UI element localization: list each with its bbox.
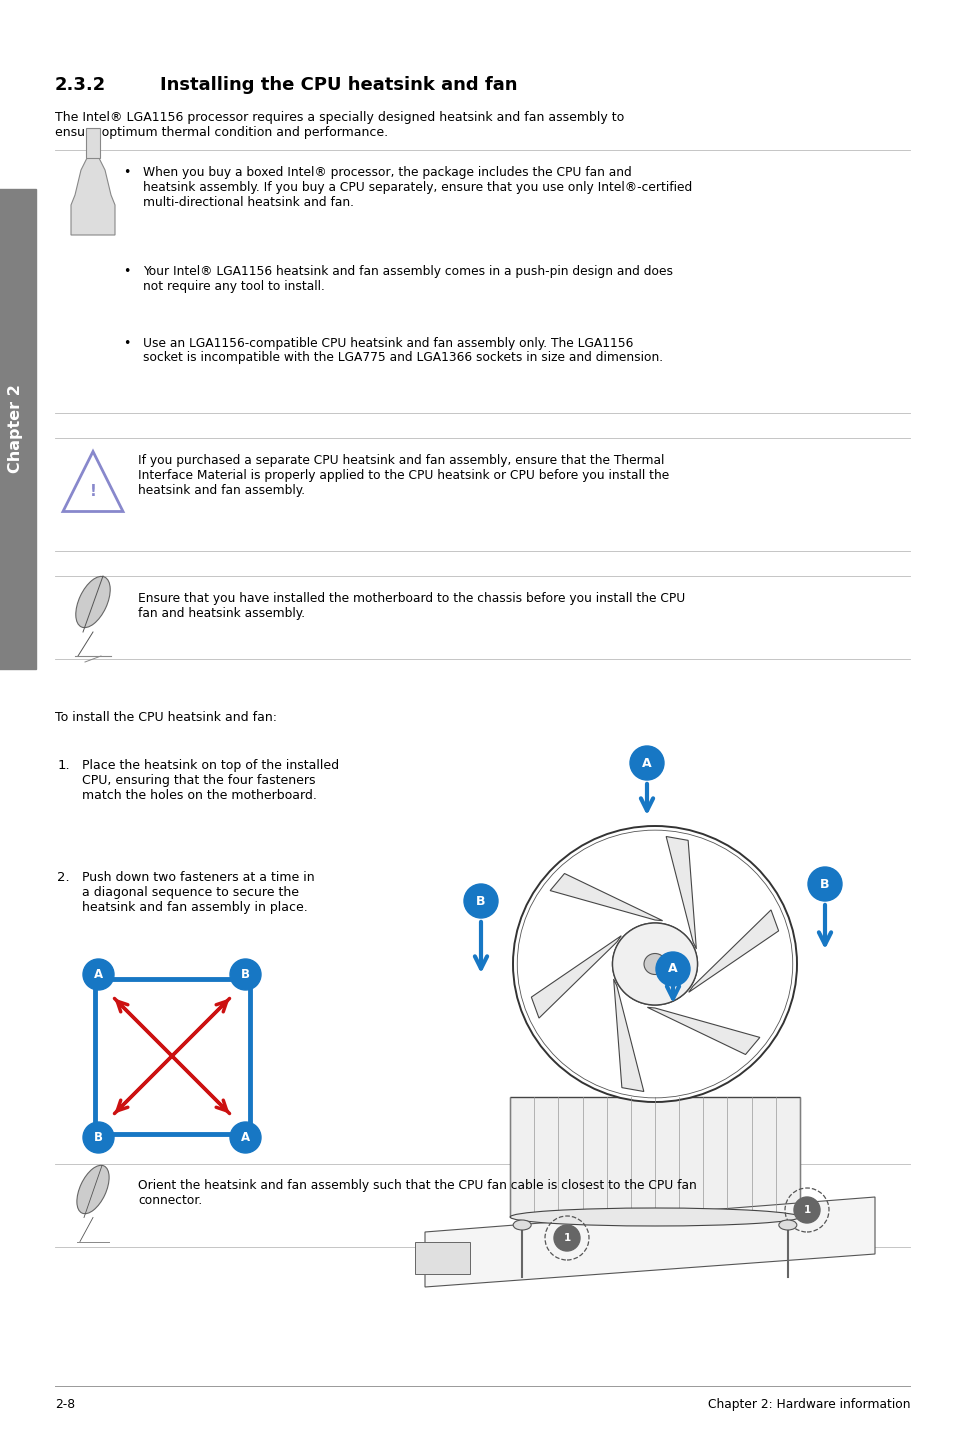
Text: 1.: 1.: [57, 759, 70, 772]
Text: 2.: 2.: [57, 871, 70, 884]
Ellipse shape: [510, 1208, 799, 1227]
Text: B: B: [94, 1132, 103, 1145]
Polygon shape: [647, 1008, 759, 1054]
Text: B: B: [476, 894, 485, 907]
Bar: [510, 1097, 799, 1217]
Text: 2.3.2: 2.3.2: [55, 76, 106, 93]
Ellipse shape: [513, 1219, 531, 1229]
Text: A: A: [241, 1132, 250, 1145]
Circle shape: [554, 1225, 579, 1251]
Ellipse shape: [75, 577, 111, 627]
Text: •: •: [123, 336, 131, 349]
Polygon shape: [86, 128, 100, 158]
Text: Chapter 2: Hardware information: Chapter 2: Hardware information: [707, 1398, 909, 1411]
Text: •: •: [123, 266, 131, 279]
Ellipse shape: [643, 953, 665, 975]
Polygon shape: [531, 936, 620, 1018]
Bar: [0, 188, 36, 669]
Circle shape: [656, 952, 689, 986]
Ellipse shape: [513, 825, 796, 1102]
Text: Use an LGA1156-compatible CPU heatsink and fan assembly only. The LGA1156
socket: Use an LGA1156-compatible CPU heatsink a…: [143, 336, 662, 364]
Circle shape: [807, 867, 841, 902]
Text: 2-8: 2-8: [55, 1398, 75, 1411]
Polygon shape: [71, 158, 115, 234]
Text: Ensure that you have installed the motherboard to the chassis before you install: Ensure that you have installed the mothe…: [138, 592, 684, 620]
Text: The Intel® LGA1156 processor requires a specially designed heatsink and fan asse: The Intel® LGA1156 processor requires a …: [55, 111, 623, 139]
Polygon shape: [550, 873, 662, 920]
Text: Installing the CPU heatsink and fan: Installing the CPU heatsink and fan: [160, 76, 517, 93]
Circle shape: [83, 1122, 113, 1153]
Text: Place the heatsink on top of the installed
CPU, ensuring that the four fasteners: Place the heatsink on top of the install…: [82, 759, 338, 802]
Circle shape: [230, 1122, 261, 1153]
Polygon shape: [613, 979, 643, 1091]
Polygon shape: [424, 1196, 874, 1287]
Ellipse shape: [612, 923, 697, 1005]
Ellipse shape: [612, 923, 697, 1005]
Circle shape: [83, 959, 113, 989]
Text: A: A: [641, 756, 651, 769]
Text: B: B: [241, 968, 250, 981]
Text: Chapter 2: Chapter 2: [9, 384, 24, 473]
Polygon shape: [688, 910, 778, 992]
Ellipse shape: [778, 1219, 796, 1229]
Ellipse shape: [77, 1165, 109, 1214]
Text: Your Intel® LGA1156 heatsink and fan assembly comes in a push-pin design and doe: Your Intel® LGA1156 heatsink and fan ass…: [143, 266, 672, 293]
Polygon shape: [665, 837, 696, 949]
Text: A: A: [667, 962, 677, 975]
Polygon shape: [63, 452, 123, 512]
Text: If you purchased a separate CPU heatsink and fan assembly, ensure that the Therm: If you purchased a separate CPU heatsink…: [138, 453, 669, 496]
Text: 1: 1: [563, 1232, 570, 1242]
Circle shape: [629, 746, 663, 779]
Text: Push down two fasteners at a time in
a diagonal sequence to secure the
heatsink : Push down two fasteners at a time in a d…: [82, 871, 314, 915]
Text: 1: 1: [802, 1205, 810, 1215]
Text: !: !: [90, 485, 96, 499]
Text: Orient the heatsink and fan assembly such that the CPU fan cable is closest to t: Orient the heatsink and fan assembly suc…: [138, 1179, 696, 1208]
Text: A: A: [93, 968, 103, 981]
Bar: [415, 1242, 470, 1274]
Circle shape: [463, 884, 497, 917]
Text: •: •: [123, 165, 131, 178]
Text: B: B: [820, 877, 829, 890]
Circle shape: [230, 959, 261, 989]
Bar: [94, 978, 250, 1133]
Circle shape: [793, 1196, 820, 1222]
Text: To install the CPU heatsink and fan:: To install the CPU heatsink and fan:: [55, 710, 276, 723]
Text: When you buy a boxed Intel® processor, the package includes the CPU fan and
heat: When you buy a boxed Intel® processor, t…: [143, 165, 692, 209]
